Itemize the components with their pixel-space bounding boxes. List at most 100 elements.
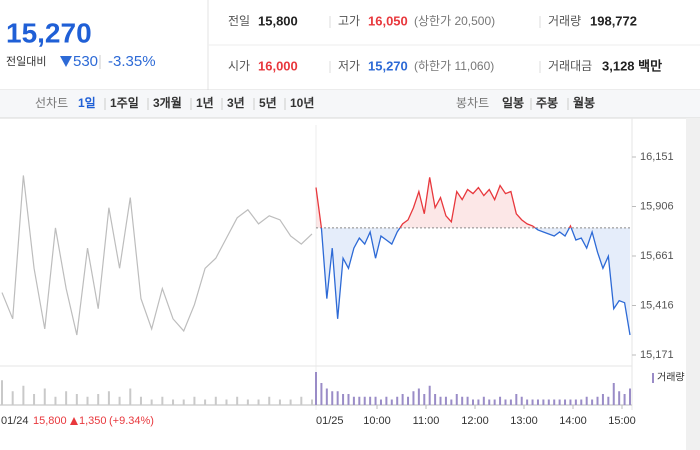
period-tab[interactable]: 1년 xyxy=(196,96,214,110)
tab-group-label: 봉차트 xyxy=(456,96,489,110)
prev-line xyxy=(1,175,313,336)
volume-bar xyxy=(482,396,485,405)
volume-bar xyxy=(129,388,132,405)
x-tick-label: 15:00 xyxy=(608,415,636,427)
volume-bar xyxy=(278,399,281,405)
volume-bar xyxy=(363,396,366,405)
x-tick-label: 14:00 xyxy=(559,415,587,427)
area-up xyxy=(316,177,630,228)
prev-date: 01/24 xyxy=(1,415,29,427)
stat-label: 거래대금 xyxy=(548,59,592,73)
volume-bar xyxy=(591,399,594,405)
period-tab[interactable]: 5년 xyxy=(259,96,277,110)
volume-bar xyxy=(347,394,350,405)
volume-bar xyxy=(434,394,437,405)
y-tick-label: 15,906 xyxy=(640,200,674,212)
y-tick-label: 15,416 xyxy=(640,299,674,311)
volume-bar xyxy=(488,399,491,405)
volume-bar xyxy=(320,383,323,405)
volume-bar xyxy=(379,399,382,405)
volume-bar xyxy=(33,394,36,405)
period-tab[interactable]: 10년 xyxy=(290,96,314,110)
stat-label: 거래량 xyxy=(548,14,581,28)
volume-bar xyxy=(423,394,426,405)
volume-bar xyxy=(352,396,355,405)
volume-bar xyxy=(612,383,615,405)
volume-bar xyxy=(601,394,604,405)
tab-group-label: 선차트 xyxy=(35,96,68,110)
scroll-edge xyxy=(686,118,700,450)
y-tick-label: 15,661 xyxy=(640,250,674,262)
period-tab[interactable]: 3년 xyxy=(227,96,245,110)
volume-bar xyxy=(499,396,502,405)
volume-label: 거래량 xyxy=(657,372,685,384)
candle-tab[interactable]: 월봉 xyxy=(573,95,595,110)
volume-bar xyxy=(574,399,577,405)
volume-bar xyxy=(493,399,496,405)
volume-bar xyxy=(428,385,431,405)
volume-bar xyxy=(607,396,610,405)
volume-bar xyxy=(22,385,25,405)
volume-bar xyxy=(526,399,529,405)
volume-bar xyxy=(369,396,372,405)
current-price: 15,270 xyxy=(6,17,92,48)
change-pct: -3.35% xyxy=(108,53,156,70)
volume-bar xyxy=(417,388,420,405)
volume-bar xyxy=(342,394,345,405)
volume-bar xyxy=(477,399,480,405)
stat-note: (상한가 20,500) xyxy=(414,14,495,28)
volume-bar xyxy=(520,396,523,405)
volume-bar xyxy=(246,399,249,405)
volume-bar xyxy=(542,399,545,405)
volume-bar xyxy=(204,399,207,405)
volume-bar xyxy=(439,396,442,405)
stat-label: 전일 xyxy=(228,14,250,28)
volume-bar xyxy=(311,399,313,405)
volume-bar xyxy=(455,394,458,405)
volume-bar xyxy=(139,396,142,405)
x-tick-label: 10:00 xyxy=(363,415,391,427)
volume-bar xyxy=(553,399,556,405)
stat-value: 15,800 xyxy=(258,13,298,28)
stat-value: 3,128 백만 xyxy=(602,58,662,73)
prev-pct: (+9.34%) xyxy=(109,415,154,427)
candle-tab[interactable]: 일봉 xyxy=(502,96,524,110)
volume-bar xyxy=(315,372,317,405)
today-date: 01/25 xyxy=(316,415,344,427)
volume-bar xyxy=(300,396,303,405)
volume-bar xyxy=(289,399,292,405)
volume-bar xyxy=(390,399,393,405)
stat-value: 16,050 xyxy=(368,13,408,28)
area-down xyxy=(316,227,630,335)
stat-value: 15,270 xyxy=(368,58,408,73)
candle-tab[interactable]: 주봉 xyxy=(536,96,558,110)
volume-bar xyxy=(172,399,175,405)
volume-bar xyxy=(412,391,415,405)
today-line-up xyxy=(315,177,572,228)
period-tab[interactable]: 1주일 xyxy=(110,96,139,110)
period-tab[interactable]: 3개월 xyxy=(153,95,182,110)
prev-change: 1,350 xyxy=(79,415,107,427)
volume-bar xyxy=(466,396,469,405)
today-line-down xyxy=(320,227,631,336)
x-tick-label: 13:00 xyxy=(510,415,538,427)
x-tick-label: 12:00 xyxy=(461,415,489,427)
prev-close: 15,800 xyxy=(33,415,67,427)
volume-legend-swatch xyxy=(652,373,654,383)
stat-value: 16,000 xyxy=(258,58,298,73)
volume-bar xyxy=(547,399,550,405)
down-arrow xyxy=(60,56,72,67)
volume-bar xyxy=(461,396,464,405)
volume-bar xyxy=(336,391,339,405)
change: 530 xyxy=(73,53,98,70)
x-tick-label: 11:00 xyxy=(413,415,440,427)
volume-bar xyxy=(515,394,518,405)
volume-bar xyxy=(268,396,271,405)
volume-bar xyxy=(504,399,507,405)
volume-bar xyxy=(623,394,626,405)
volume-bar xyxy=(236,396,239,405)
period-tab[interactable]: 1일 xyxy=(78,96,96,110)
volume-bar xyxy=(161,396,164,405)
volume-bar xyxy=(75,394,78,405)
